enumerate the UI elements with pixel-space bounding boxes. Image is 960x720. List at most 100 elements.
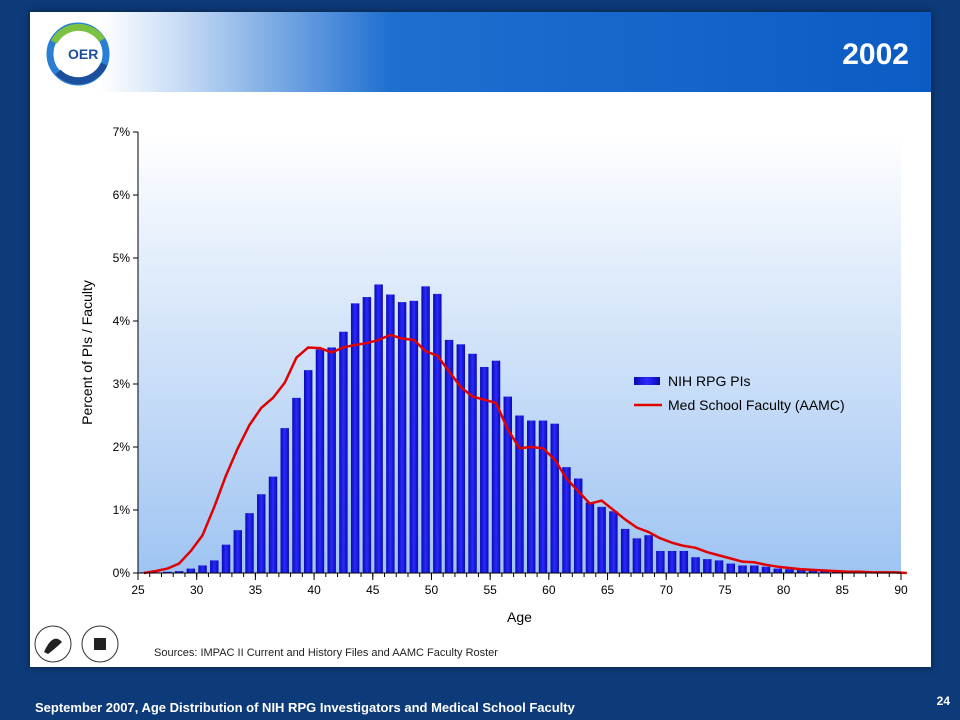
y-axis-label: Percent of PIs / Faculty (79, 280, 95, 425)
bar-age-74 (714, 560, 724, 573)
bar-age-53 (468, 353, 477, 573)
bar-age-40 (315, 349, 325, 573)
header-band: OER 2002 (30, 12, 931, 92)
bar-age-77 (750, 565, 759, 573)
bar-age-71 (679, 550, 689, 573)
bar-age-64 (597, 506, 606, 573)
bar-age-66 (620, 528, 630, 573)
bar-age-80 (785, 569, 794, 573)
x-tick-label: 50 (425, 583, 439, 597)
bar-age-83 (820, 571, 829, 573)
bar-age-27 (163, 571, 172, 573)
x-tick-label: 35 (249, 583, 263, 597)
bar-age-33 (233, 530, 242, 573)
bar-age-54 (480, 366, 489, 573)
oer-logo-icon: OER (46, 22, 110, 86)
bar-age-35 (257, 494, 266, 573)
bar-age-57 (515, 415, 524, 573)
bar-age-82 (808, 570, 818, 573)
bar-age-60 (550, 423, 559, 573)
bar-age-38 (292, 397, 301, 573)
logo-text: OER (68, 46, 98, 62)
bar-age-63 (585, 502, 595, 573)
bar-age-81 (797, 569, 806, 573)
slide-panel: OER 2002 0% 1% 2% 3% 4% 5% 6% 7% 25 30 35 40 45 50 55 6… (30, 12, 931, 667)
y-tick-label: 2% (113, 440, 131, 454)
line-layer (143, 333, 907, 575)
bar-age-72 (691, 557, 700, 573)
bar-age-45 (374, 284, 383, 573)
sources-note: Sources: IMPAC II Current and History Fi… (154, 647, 498, 659)
agency-logos (34, 625, 119, 663)
bars-layer (139, 284, 900, 573)
y-tick-label: 7% (113, 125, 131, 139)
bar-age-50 (433, 293, 442, 573)
bar-age-68 (644, 535, 653, 573)
x-tick-label: 25 (131, 583, 145, 597)
x-tick-label: 75 (718, 583, 732, 597)
bar-age-59 (538, 420, 548, 573)
bar-age-56 (503, 396, 512, 573)
x-tick-label: 70 (660, 583, 674, 597)
bar-age-76 (738, 565, 747, 573)
axes-layer: 0% 1% 2% 3% 4% 5% 6% 7% 25 30 35 40 45 50 55 60 65 70 75 80… (113, 125, 908, 597)
x-axis-label: Age (507, 609, 532, 625)
bar-age-42 (339, 331, 348, 573)
bar-age-41 (327, 347, 336, 573)
series-line-aamc (143, 333, 907, 575)
legend-label-bars: NIH RPG PIs (668, 373, 750, 389)
bar-age-36 (268, 476, 278, 573)
nih-logo-icon (81, 625, 119, 663)
x-tick-label: 45 (366, 583, 380, 597)
bar-age-44 (362, 297, 372, 573)
bar-age-34 (245, 513, 254, 573)
bar-age-31 (210, 560, 219, 573)
x-tick-label: 40 (307, 583, 321, 597)
bar-age-51 (444, 339, 454, 573)
hhs-seal-icon (34, 625, 72, 663)
page-number: 24 (936, 694, 950, 708)
x-tick-label: 65 (601, 583, 615, 597)
y-tick-label: 1% (113, 503, 131, 517)
y-tick-label: 6% (113, 188, 131, 202)
bar-age-43 (350, 303, 360, 573)
bar-age-48 (409, 300, 419, 573)
slide-title: 2002 (842, 38, 909, 71)
bar-age-78 (761, 566, 771, 573)
bar-age-75 (726, 563, 736, 573)
bar-age-69 (656, 550, 665, 573)
bar-age-28 (174, 571, 184, 573)
bar-age-39 (303, 370, 313, 573)
bar-age-65 (609, 511, 618, 573)
footer-caption: September 2007, Age Distribution of NIH … (35, 700, 575, 715)
age-distribution-chart: 0% 1% 2% 3% 4% 5% 6% 7% 25 30 35 40 45 50 55 60 65 70 75 80… (79, 125, 908, 625)
bar-age-49 (421, 286, 430, 573)
bar-age-47 (397, 302, 407, 573)
y-tick-label: 4% (113, 314, 131, 328)
x-tick-label: 55 (483, 583, 497, 597)
bar-age-58 (527, 420, 536, 573)
bar-age-79 (773, 568, 782, 573)
x-tick-label: 85 (836, 583, 850, 597)
x-tick-label: 60 (542, 583, 556, 597)
bar-age-62 (573, 478, 583, 573)
bar-age-70 (667, 550, 677, 573)
x-tick-label: 80 (777, 583, 791, 597)
y-tick-label: 0% (113, 566, 131, 580)
bar-age-61 (562, 467, 571, 573)
bar-age-73 (703, 559, 712, 573)
y-tick-label: 5% (113, 251, 131, 265)
bar-age-46 (386, 294, 395, 573)
bar-age-37 (280, 428, 289, 573)
legend-swatch-bars (634, 377, 660, 385)
y-tick-label: 3% (113, 377, 131, 391)
bar-age-29 (186, 568, 196, 573)
legend: NIH RPG PIs Med School Faculty (AAMC) (634, 373, 845, 413)
bar-age-55 (491, 360, 501, 573)
x-tick-label: 90 (894, 583, 908, 597)
x-tick-label: 30 (190, 583, 204, 597)
bar-age-52 (456, 344, 466, 573)
bar-age-30 (198, 565, 207, 573)
bar-age-32 (221, 544, 231, 573)
legend-label-line: Med School Faculty (AAMC) (668, 397, 845, 413)
